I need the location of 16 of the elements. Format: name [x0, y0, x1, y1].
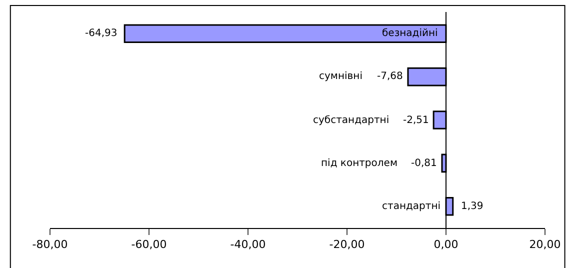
- data-label: -2,51: [403, 115, 429, 126]
- x-tick-label: 0,00: [434, 238, 458, 252]
- data-label: -64,93: [85, 28, 118, 39]
- y-tick-label: під контролем: [321, 158, 398, 169]
- y-tick-label: субстандартні: [313, 115, 390, 126]
- data-label: 1,39: [461, 201, 484, 212]
- y-tick-label: сумнівні: [319, 71, 362, 82]
- x-tick-label: 20,00: [529, 238, 561, 252]
- data-label: -0,81: [411, 158, 437, 169]
- data-label: -7,68: [377, 71, 403, 82]
- x-tick-label: -40,00: [230, 238, 266, 252]
- x-tick-label: -80,00: [32, 238, 68, 252]
- y-tick-label: безнадійні: [382, 28, 438, 39]
- x-tick-label: -20,00: [329, 238, 365, 252]
- x-tick-label: -60,00: [131, 238, 167, 252]
- y-tick-label: стандартні: [382, 201, 441, 212]
